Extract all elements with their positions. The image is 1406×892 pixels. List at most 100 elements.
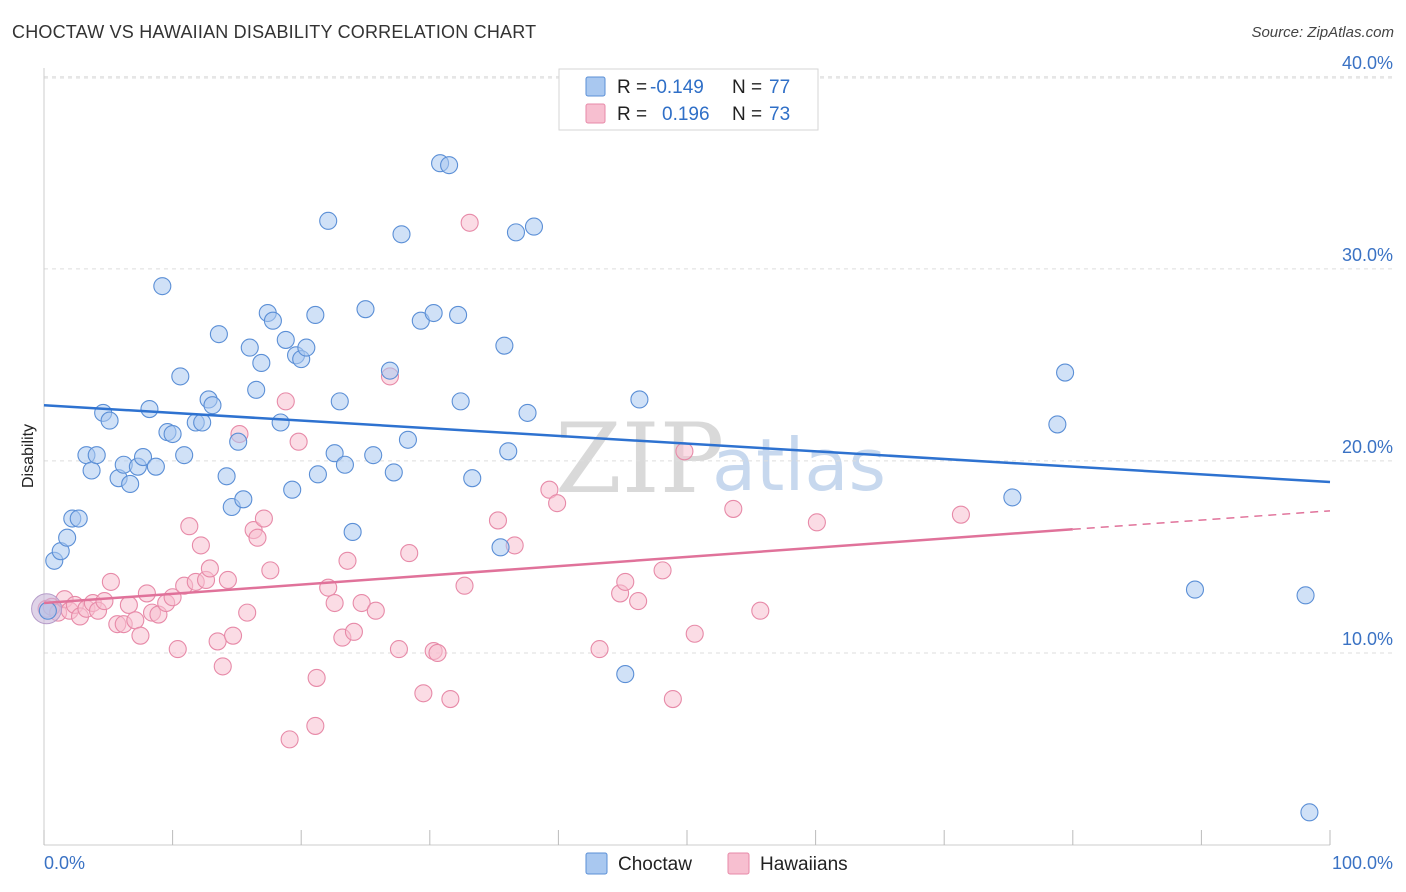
hawaiians-point [261, 561, 280, 580]
hawaiians-point [428, 643, 447, 663]
hawaiians-point [248, 528, 267, 547]
choctaw-point [82, 461, 101, 480]
hawaiians-point [208, 632, 227, 651]
choctaw-point [38, 601, 57, 620]
y-tick-label-30: 30.0% [1342, 245, 1393, 265]
hawaiians-point [344, 622, 363, 641]
y-tick-label-40: 40.0% [1342, 53, 1393, 73]
hawaiians-point [338, 551, 357, 570]
choctaw-point [171, 367, 190, 386]
hawaiians-point [389, 640, 408, 659]
choctaw-point [518, 403, 537, 422]
choctaw-point [203, 396, 222, 415]
hawaiians-point [724, 499, 743, 518]
hawaiians-point [590, 640, 609, 659]
choctaw-point [325, 444, 344, 463]
choctaw-point [100, 411, 119, 430]
choctaw-point [364, 446, 383, 465]
hawaiians-point [807, 513, 826, 532]
hawaiians-point [289, 432, 308, 451]
choctaw-point [1300, 803, 1319, 822]
choctaw-point [343, 522, 362, 542]
x-ticks [43, 830, 1331, 845]
hawaiians-point [414, 684, 433, 703]
choctaw-point [87, 446, 106, 465]
choctaw-point [263, 311, 282, 330]
choctaw-point [252, 353, 271, 373]
choctaw-point [330, 392, 349, 411]
bottom-legend-swatch-choctaw [585, 852, 608, 875]
hawaiians-point [180, 517, 199, 536]
source-label: Source: ZipAtlas.com [1251, 24, 1394, 41]
bottom-legend: Choctaw Hawaiians [585, 852, 848, 875]
legend-r-label-choctaw: R = [617, 77, 647, 98]
choctaw-point [1048, 415, 1067, 434]
choctaw-point [271, 413, 290, 432]
choctaw-point [69, 509, 88, 528]
choctaw-point [1185, 580, 1205, 599]
x-tick-label-min: 0.0% [44, 853, 85, 873]
x-tick-label-max: 100.0% [1332, 853, 1393, 873]
hawaiians-point [685, 624, 704, 643]
choctaw-point [247, 380, 266, 399]
choctaw-point [380, 361, 399, 380]
hawaiians-point [131, 626, 150, 645]
y-tick-labels: 10.0% 20.0% 30.0% 40.0% [1342, 53, 1393, 649]
hawaiians-point [200, 559, 219, 578]
legend-n-label-hawaiians: N = [732, 104, 762, 125]
choctaw-point [297, 338, 316, 357]
hawaiians-point [663, 689, 682, 709]
legend-r-value-choctaw: -0.149 [650, 77, 704, 98]
hawaiians-point [540, 480, 559, 499]
choctaw-point [283, 480, 302, 499]
trend-lines [43, 403, 1331, 605]
hawaiians-point [400, 544, 419, 563]
choctaw-point [209, 325, 228, 344]
choctaw-point [140, 400, 159, 419]
choctaw-point [1056, 363, 1075, 382]
y-axis-label: Disability [20, 424, 37, 488]
watermark-zip: ZIP [555, 403, 724, 515]
choctaw-point [449, 305, 468, 324]
hawaiians-point [455, 576, 474, 595]
legend-r-value-hawaiians: 0.196 [662, 104, 710, 125]
hawaiians-point [101, 572, 120, 591]
bottom-legend-label-choctaw: Choctaw [618, 854, 692, 875]
choctaw-point [398, 430, 417, 449]
hawaiians-point [629, 592, 648, 611]
choctaw-point [163, 424, 182, 444]
choctaw-point [240, 338, 259, 357]
choctaw-point [121, 474, 140, 493]
hawaiians-point [254, 509, 273, 528]
hawaiians-point [218, 570, 237, 590]
choctaw-point [276, 330, 295, 349]
y-tick-label-10: 10.0% [1342, 629, 1393, 649]
hawaiians-point [306, 716, 325, 735]
choctaw-point [392, 225, 411, 244]
choctaw-point [1296, 586, 1315, 605]
bottom-legend-label-hawaiians: Hawaiians [760, 854, 848, 875]
choctaw-point [495, 336, 514, 355]
hawaiians-trend-line-extension [1072, 510, 1331, 531]
choctaw-point [193, 413, 212, 432]
bottom-legend-swatch-hawaiians [727, 852, 750, 875]
legend-swatch-hawaiians [585, 103, 606, 124]
hawaiians-point [223, 626, 243, 645]
choctaw-point [306, 305, 325, 324]
choctaw-point [491, 538, 510, 557]
hawaiians-point [126, 611, 145, 630]
hawaiians-point [488, 511, 508, 530]
legend-n-value-hawaiians: 73 [769, 104, 790, 125]
watermark-atlas: atlas [712, 423, 886, 507]
hawaiians-point [276, 392, 295, 411]
chart-title: CHOCTAW VS HAWAIIAN DISABILITY CORRELATI… [12, 22, 537, 42]
choctaw-point [319, 211, 338, 230]
hawaiians-point [548, 494, 567, 513]
hawaiians-point [460, 213, 479, 232]
choctaw-point [463, 469, 482, 488]
choctaw-trend-line [43, 403, 1331, 484]
hawaiians-point [616, 572, 635, 591]
hawaiians-point [951, 505, 970, 524]
legend-n-label-choctaw: N = [732, 77, 762, 98]
hawaiians-point [191, 536, 210, 555]
